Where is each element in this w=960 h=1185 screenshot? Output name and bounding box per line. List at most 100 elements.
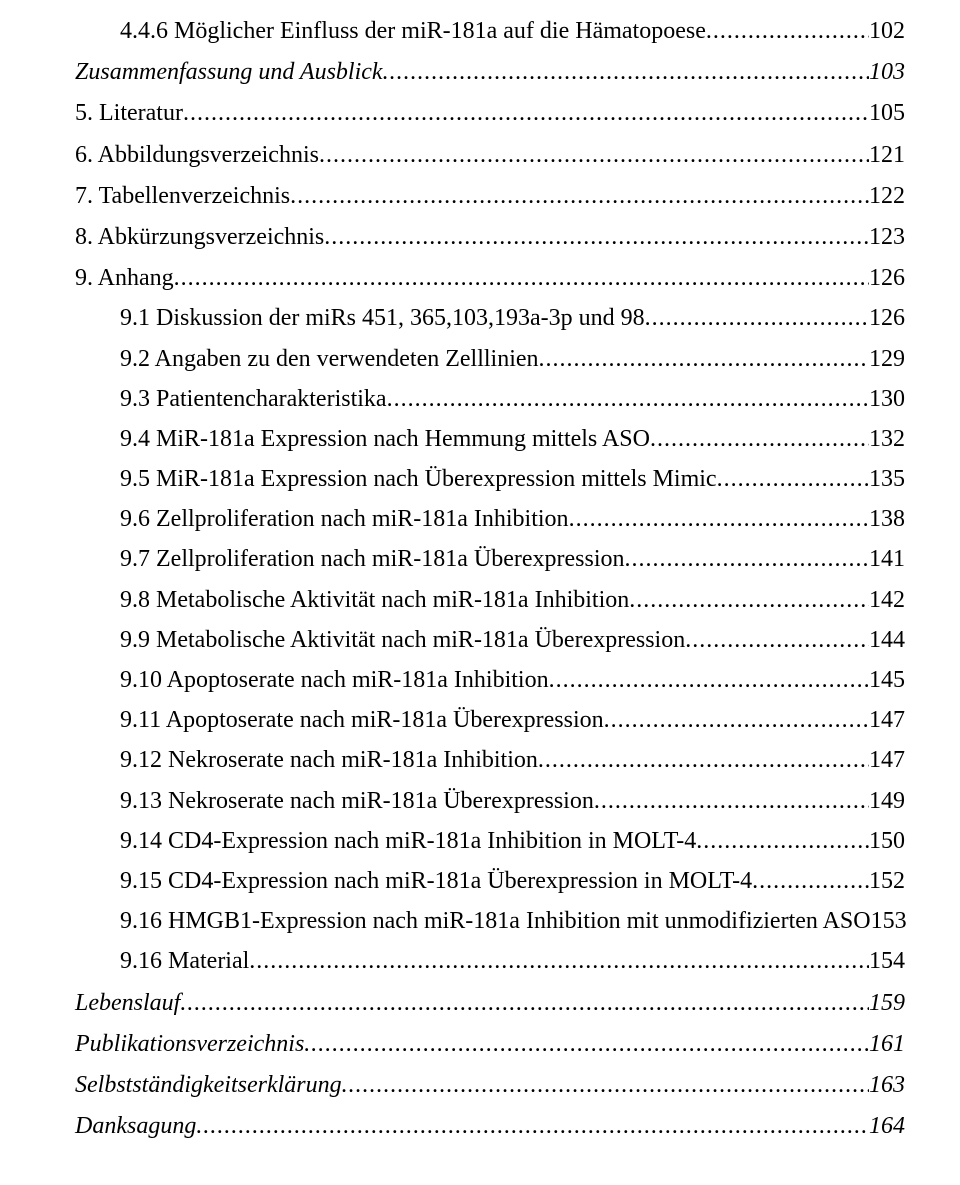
toc-entry-page: 141	[869, 541, 905, 578]
toc-entry-title: 9.7 Zellproliferation nach miR-181a Über…	[120, 541, 625, 578]
toc-entry-title: 4.4.6 Möglicher Einfluss der miR-181a au…	[120, 13, 706, 50]
toc-entry: Lebenslauf 159	[75, 985, 905, 1022]
toc-entry-title: Danksagung	[75, 1108, 196, 1145]
toc-entry-page: 152	[869, 863, 905, 900]
toc-dot-leader	[319, 137, 869, 174]
toc-entry-page: 145	[869, 662, 905, 699]
toc-entry: 9.13 Nekroserate nach miR-181a Überexpre…	[75, 783, 905, 820]
toc-entry: 9.4 MiR-181a Expression nach Hemmung mit…	[75, 421, 905, 458]
toc-entry: 9.9 Metabolische Aktivität nach miR-181a…	[75, 622, 905, 659]
toc-entry: 9.16 Material 154	[75, 943, 905, 980]
toc-entry-title: 9.10 Apoptoserate nach miR-181a Inhibiti…	[120, 662, 549, 699]
toc-entry: 9.10 Apoptoserate nach miR-181a Inhibiti…	[75, 662, 905, 699]
toc-entry: Zusammenfassung und Ausblick 103	[75, 54, 905, 91]
toc-entry-page: 126	[869, 260, 905, 297]
toc-entry-title: 9.13 Nekroserate nach miR-181a Überexpre…	[120, 783, 594, 820]
toc-entry: 9.7 Zellproliferation nach miR-181a Über…	[75, 541, 905, 578]
toc-entry-page: 154	[869, 943, 905, 980]
toc-entry-page: 105	[869, 95, 905, 132]
toc-entry: 9.11 Apoptoserate nach miR-181a Überexpr…	[75, 702, 905, 739]
toc-dot-leader	[180, 985, 869, 1022]
toc-dot-leader	[383, 54, 869, 91]
toc-dot-leader	[174, 260, 869, 297]
toc-dot-leader	[249, 943, 869, 980]
toc-entry: 9. Anhang 126	[75, 260, 905, 297]
toc-entry-title: 9.3 Patientencharakteristika	[120, 381, 387, 418]
toc-entry: 9.5 MiR-181a Expression nach Überexpress…	[75, 461, 905, 498]
toc-entry-page: 122	[869, 178, 905, 215]
toc-entry-page: 163	[869, 1067, 905, 1104]
toc-entry: 6. Abbildungsverzeichnis 121	[75, 137, 905, 174]
toc-entry-page: 138	[869, 501, 905, 538]
toc-dot-leader	[629, 582, 869, 619]
toc-entry-title: 6. Abbildungsverzeichnis	[75, 137, 319, 174]
toc-entry: 5. Literatur 105	[75, 95, 905, 132]
toc-entry: 9.3 Patientencharakteristika 130	[75, 381, 905, 418]
toc-entry: Selbstständigkeitserklärung 163	[75, 1067, 905, 1104]
toc-entry: 9.15 CD4-Expression nach miR-181a Überex…	[75, 863, 905, 900]
toc-entry: 9.16 HMGB1-Expression nach miR-181a Inhi…	[75, 903, 905, 940]
toc-entry-page: 121	[869, 137, 905, 174]
toc-entry-page: 132	[869, 421, 905, 458]
toc-entry-page: 150	[869, 823, 905, 860]
toc-dot-leader	[183, 95, 869, 132]
toc-entry-title: Zusammenfassung und Ausblick	[75, 54, 383, 91]
toc-entry-page: 103	[869, 54, 905, 91]
toc-entry-title: 9.12 Nekroserate nach miR-181a Inhibitio…	[120, 742, 538, 779]
toc-entry-title: Lebenslauf	[75, 985, 180, 1022]
toc-entry-page: 123	[869, 219, 905, 256]
toc-dot-leader	[706, 13, 869, 50]
toc-entry-title: 9.8 Metabolische Aktivität nach miR-181a…	[120, 582, 629, 619]
toc-entry: 9.8 Metabolische Aktivität nach miR-181a…	[75, 582, 905, 619]
toc-dot-leader	[387, 381, 869, 418]
toc-entry-title: 9.6 Zellproliferation nach miR-181a Inhi…	[120, 501, 569, 538]
toc-entry-title: 9.4 MiR-181a Expression nach Hemmung mit…	[120, 421, 650, 458]
toc-entry: 9.2 Angaben zu den verwendeten Zelllinie…	[75, 341, 905, 378]
table-of-contents: 4.4.6 Möglicher Einfluss der miR-181a au…	[75, 13, 905, 1145]
toc-entry-title: 9.14 CD4-Expression nach miR-181a Inhibi…	[120, 823, 696, 860]
toc-entry-page: 153	[871, 903, 907, 940]
toc-entry-page: 159	[869, 985, 905, 1022]
toc-dot-leader	[538, 742, 869, 779]
toc-dot-leader	[196, 1108, 869, 1145]
toc-entry-page: 126	[869, 300, 905, 337]
toc-entry: Danksagung 164	[75, 1108, 905, 1145]
toc-entry-page: 142	[869, 582, 905, 619]
toc-entry-page: 129	[869, 341, 905, 378]
toc-entry-title: 9.5 MiR-181a Expression nach Überexpress…	[120, 461, 717, 498]
toc-entry-title: 7. Tabellenverzeichnis	[75, 178, 290, 215]
toc-entry-title: 5. Literatur	[75, 95, 183, 132]
toc-entry-page: 161	[869, 1026, 905, 1063]
toc-entry-page: 164	[869, 1108, 905, 1145]
toc-entry-page: 147	[869, 742, 905, 779]
toc-dot-leader	[539, 341, 869, 378]
toc-dot-leader	[304, 1026, 869, 1063]
toc-entry-title: 9.15 CD4-Expression nach miR-181a Überex…	[120, 863, 752, 900]
toc-entry-page: 147	[869, 702, 905, 739]
toc-dot-leader	[696, 823, 869, 860]
toc-entry-page: 135	[869, 461, 905, 498]
toc-entry-title: 9.9 Metabolische Aktivität nach miR-181a…	[120, 622, 685, 659]
toc-entry-title: 9.1 Diskussion der miRs 451, 365,103,193…	[120, 300, 645, 337]
toc-entry: 8. Abkürzungsverzeichnis 123	[75, 219, 905, 256]
toc-dot-leader	[752, 863, 869, 900]
toc-entry-page: 102	[869, 13, 905, 50]
toc-entry-title: 9.2 Angaben zu den verwendeten Zelllinie…	[120, 341, 539, 378]
toc-dot-leader	[717, 461, 869, 498]
toc-entry: 7. Tabellenverzeichnis 122	[75, 178, 905, 215]
toc-entry-title: Publikationsverzeichnis	[75, 1026, 304, 1063]
toc-entry: 4.4.6 Möglicher Einfluss der miR-181a au…	[75, 13, 905, 50]
toc-entry-title: 9. Anhang	[75, 260, 174, 297]
toc-dot-leader	[604, 702, 869, 739]
toc-entry-title: 8. Abkürzungsverzeichnis	[75, 219, 324, 256]
toc-dot-leader	[625, 541, 869, 578]
toc-dot-leader	[569, 501, 869, 538]
toc-entry: 9.14 CD4-Expression nach miR-181a Inhibi…	[75, 823, 905, 860]
toc-entry-title: Selbstständigkeitserklärung	[75, 1067, 342, 1104]
toc-entry-title: 9.11 Apoptoserate nach miR-181a Überexpr…	[120, 702, 604, 739]
toc-dot-leader	[342, 1067, 869, 1104]
toc-dot-leader	[650, 421, 869, 458]
toc-dot-leader	[549, 662, 869, 699]
toc-entry-title: 9.16 Material	[120, 943, 249, 980]
toc-entry-page: 130	[869, 381, 905, 418]
